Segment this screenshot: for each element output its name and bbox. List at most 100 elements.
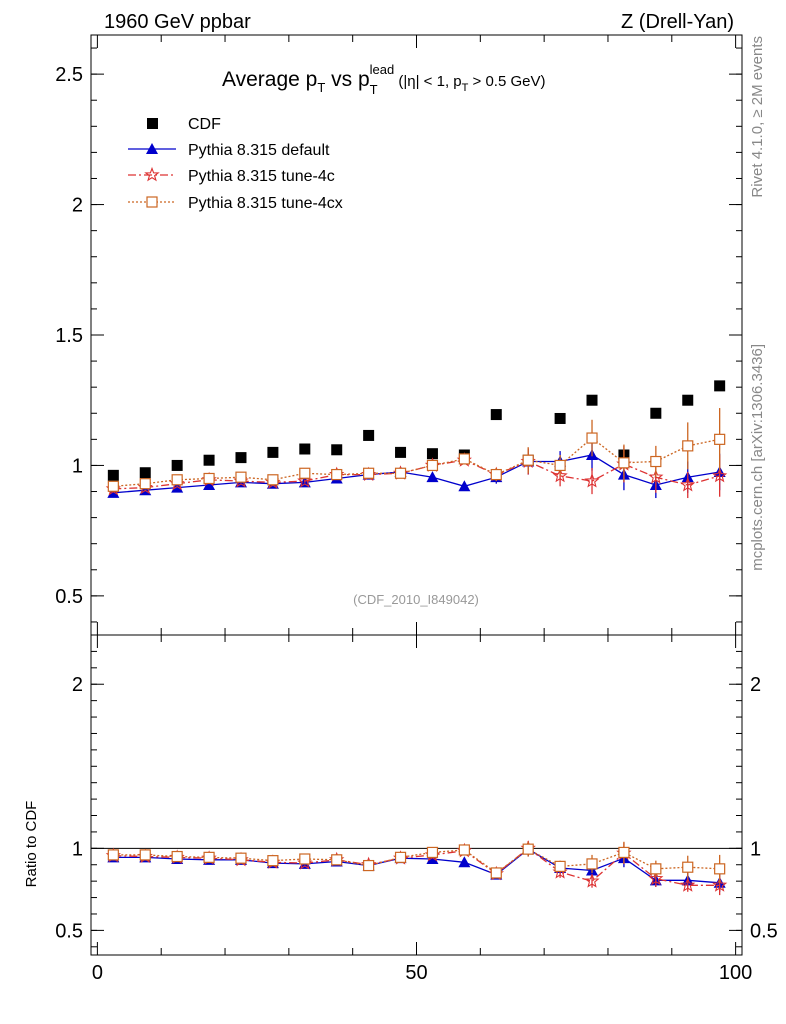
y-tick-label: 0.5 [55, 920, 83, 942]
data-point [682, 440, 694, 452]
y-tick-label: 2.5 [55, 64, 83, 86]
y-tick-label: 2 [72, 195, 83, 217]
data-point [682, 394, 694, 406]
data-point [490, 867, 502, 879]
data-point [394, 467, 407, 479]
data-point [171, 850, 183, 863]
data-point [203, 472, 215, 485]
data-point [395, 446, 407, 458]
data-point [107, 849, 119, 861]
data-point [554, 459, 566, 472]
data-point [554, 860, 566, 872]
data-point [297, 473, 313, 488]
data-point [363, 429, 375, 441]
data-point [458, 856, 471, 868]
data-point [522, 454, 534, 466]
data-point [299, 853, 311, 865]
data-point [171, 459, 183, 471]
legend: CDF Pythia 8.315 default Pythia 8.315 tu… [128, 116, 343, 212]
data-point [426, 853, 439, 864]
series-line [113, 454, 720, 494]
y-tick-label-right: 0.5 [750, 920, 778, 942]
series-pythia-8-315-tune-4cx [107, 408, 726, 492]
data-point [363, 859, 375, 872]
data-point [331, 468, 343, 481]
main-axes: 0.5 1 1.5 2 2.5 [55, 35, 742, 635]
data-point [426, 846, 439, 859]
ratio-axes: 0.5 0.5 1 1 2 2 0 50 100 [55, 635, 778, 984]
data-point [458, 844, 470, 856]
data-point [331, 854, 343, 866]
y-tick-label: 1 [72, 455, 83, 477]
data-point [299, 467, 311, 479]
x-tick-label: 50 [405, 962, 427, 984]
data-point [267, 855, 279, 867]
x-tick-label: 0 [92, 962, 103, 984]
y-tick-label: 0.5 [55, 586, 83, 608]
data-point [235, 852, 247, 864]
data-point [331, 444, 343, 456]
analysis-label: (CDF_2010_I849042) [353, 592, 479, 607]
series-cdf [107, 380, 726, 481]
data-point [584, 873, 600, 888]
y-tick-label: 1.5 [55, 325, 83, 347]
legend-marker-tune4cx [146, 196, 158, 208]
data-point [680, 476, 696, 492]
data-point [648, 870, 664, 886]
ratio-series [105, 840, 728, 896]
data-point [490, 468, 502, 481]
main-title: Average pT vs pTlead (|η| < 1, pT > 0.5 … [222, 62, 545, 97]
data-point [648, 469, 664, 484]
ratio-ylabel: Ratio to CDF [23, 801, 40, 888]
y-tick-label: 1 [72, 838, 83, 860]
data-point [139, 467, 151, 479]
main-series [105, 380, 728, 499]
data-point [714, 380, 726, 392]
data-point [139, 849, 151, 861]
data-point [712, 467, 728, 483]
data-point [522, 843, 534, 855]
energy-label: 1960 GeV ppbar [104, 11, 251, 33]
data-point [712, 877, 728, 892]
data-point [267, 446, 279, 458]
data-point [267, 474, 279, 486]
data-point [426, 448, 438, 460]
data-point [363, 467, 375, 479]
data-point [586, 432, 598, 444]
data-point [203, 851, 215, 863]
y-tick-label: 2 [72, 674, 83, 696]
data-point [552, 467, 568, 483]
legend-marker-cdf [147, 118, 158, 129]
data-point [458, 453, 470, 465]
legend-marker-default [146, 143, 158, 154]
data-point [203, 479, 216, 490]
data-point [682, 861, 694, 873]
legend-label-default: Pythia 8.315 default [188, 142, 330, 159]
legend-label-tune4cx: Pythia 8.315 tune-4cx [188, 195, 343, 212]
rivet-label: Rivet 4.1.0, ≥ 2M events [749, 36, 766, 198]
data-point [299, 443, 311, 455]
data-point [171, 474, 183, 486]
data-point [586, 858, 598, 870]
legend-marker-tune4c [144, 166, 160, 182]
data-point [235, 471, 247, 483]
legend-label-tune4c: Pythia 8.315 tune-4c [188, 168, 335, 185]
series-pythia-8-315-tune-4c [105, 840, 728, 896]
data-point [714, 863, 726, 875]
ratio-plot-frame [90, 634, 743, 956]
mcplots-label: mcplots.cern.ch [arXiv:1306.3436] [749, 344, 766, 571]
data-point [394, 851, 407, 863]
data-point [586, 394, 598, 406]
data-point [426, 471, 439, 483]
data-point [458, 480, 471, 492]
data-point [650, 407, 662, 419]
process-label: Z (Drell-Yan) [621, 11, 734, 33]
data-point [426, 459, 439, 472]
data-point [584, 473, 600, 488]
legend-label-cdf: CDF [188, 116, 221, 133]
data-point [680, 877, 696, 892]
data-point [107, 480, 119, 492]
series-pythia-8-315-tune-4cx [107, 841, 726, 883]
data-point [554, 412, 566, 424]
y-tick-label-right: 1 [750, 838, 761, 860]
